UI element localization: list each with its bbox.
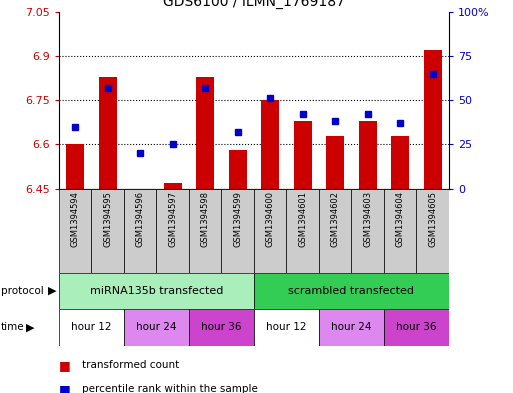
Bar xyxy=(391,136,409,189)
Bar xyxy=(254,189,286,273)
Text: hour 36: hour 36 xyxy=(396,322,437,332)
Text: time: time xyxy=(1,322,25,332)
Text: hour 24: hour 24 xyxy=(331,322,371,332)
Text: GSM1394596: GSM1394596 xyxy=(136,191,145,247)
Text: ■: ■ xyxy=(59,359,71,372)
Bar xyxy=(156,189,189,273)
Title: GDS6100 / ILMN_1769187: GDS6100 / ILMN_1769187 xyxy=(163,0,345,9)
Bar xyxy=(99,77,116,189)
Text: GSM1394599: GSM1394599 xyxy=(233,191,242,247)
Bar xyxy=(351,189,384,273)
Bar xyxy=(254,273,449,309)
Text: hour 12: hour 12 xyxy=(266,322,307,332)
Text: hour 36: hour 36 xyxy=(201,322,242,332)
Bar xyxy=(91,189,124,273)
Bar xyxy=(124,189,156,273)
Text: protocol: protocol xyxy=(1,286,44,296)
Text: miRNA135b transfected: miRNA135b transfected xyxy=(90,286,223,296)
Bar xyxy=(59,309,124,346)
Bar xyxy=(286,189,319,273)
Bar xyxy=(261,100,279,189)
Text: GSM1394598: GSM1394598 xyxy=(201,191,210,247)
Bar xyxy=(222,189,254,273)
Bar xyxy=(196,77,214,189)
Text: GSM1394597: GSM1394597 xyxy=(168,191,177,247)
Text: GSM1394604: GSM1394604 xyxy=(396,191,405,247)
Text: hour 24: hour 24 xyxy=(136,322,176,332)
Bar xyxy=(326,136,344,189)
Text: GSM1394602: GSM1394602 xyxy=(331,191,340,247)
Text: GSM1394601: GSM1394601 xyxy=(298,191,307,247)
Bar xyxy=(384,309,449,346)
Bar xyxy=(164,183,182,189)
Text: hour 12: hour 12 xyxy=(71,322,112,332)
Bar xyxy=(319,189,351,273)
Bar xyxy=(59,273,254,309)
Text: ▶: ▶ xyxy=(26,322,35,332)
Bar xyxy=(189,189,222,273)
Bar xyxy=(124,309,189,346)
Text: ▶: ▶ xyxy=(48,286,56,296)
Bar xyxy=(424,50,442,189)
Bar xyxy=(189,309,254,346)
Bar xyxy=(229,150,247,189)
Text: percentile rank within the sample: percentile rank within the sample xyxy=(82,384,258,393)
Bar xyxy=(294,121,311,189)
Bar xyxy=(359,121,377,189)
Text: transformed count: transformed count xyxy=(82,360,180,371)
Text: ■: ■ xyxy=(59,382,71,393)
Text: scrambled transfected: scrambled transfected xyxy=(288,286,415,296)
Bar xyxy=(254,309,319,346)
Text: GSM1394600: GSM1394600 xyxy=(266,191,274,247)
Text: GSM1394594: GSM1394594 xyxy=(71,191,80,247)
Bar xyxy=(417,189,449,273)
Text: GSM1394603: GSM1394603 xyxy=(363,191,372,247)
Text: GSM1394595: GSM1394595 xyxy=(103,191,112,247)
Bar xyxy=(319,309,384,346)
Bar xyxy=(384,189,417,273)
Text: GSM1394605: GSM1394605 xyxy=(428,191,437,247)
Bar xyxy=(66,144,84,189)
Bar xyxy=(59,189,91,273)
